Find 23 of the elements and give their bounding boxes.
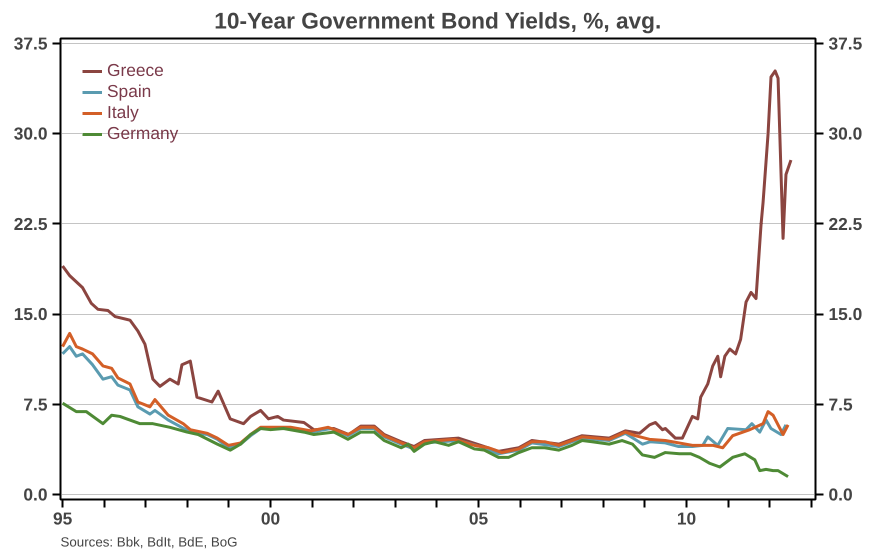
y2-tick-label: 7.5 [828,394,853,414]
legend-label: Spain [107,81,152,102]
y-tick-label: 22.5 [14,214,48,234]
x-tick-label: 05 [468,508,489,528]
y2-tick-label: 22.5 [828,214,863,234]
x-tick-label: 00 [260,508,280,528]
line-series [61,402,790,478]
y-tick-label: 0.0 [23,484,48,505]
y2-tick-label: 0.0 [828,484,853,505]
y-tick-label: 37.5 [14,33,48,54]
y2-tick-label: 15.0 [828,304,862,324]
y-tick-label: 15.0 [14,304,48,324]
y2-tick-label: 30.0 [828,124,862,144]
x-tick-label: 95 [52,508,73,528]
y-tick-label: 7.5 [23,394,48,414]
source-note: Sources: Bbk, BdIt, BdE, BoG [60,534,238,550]
y-tick-label: 30.0 [14,124,48,144]
legend-label: Germany [107,123,178,144]
chart-title: 10-Year Government Bond Yields, %, avg. [214,8,662,34]
legend-label: Italy [107,102,139,123]
x-tick-label: 10 [676,508,696,528]
legend-label: Greece [107,60,164,81]
y2-tick-label: 37.5 [828,33,863,54]
